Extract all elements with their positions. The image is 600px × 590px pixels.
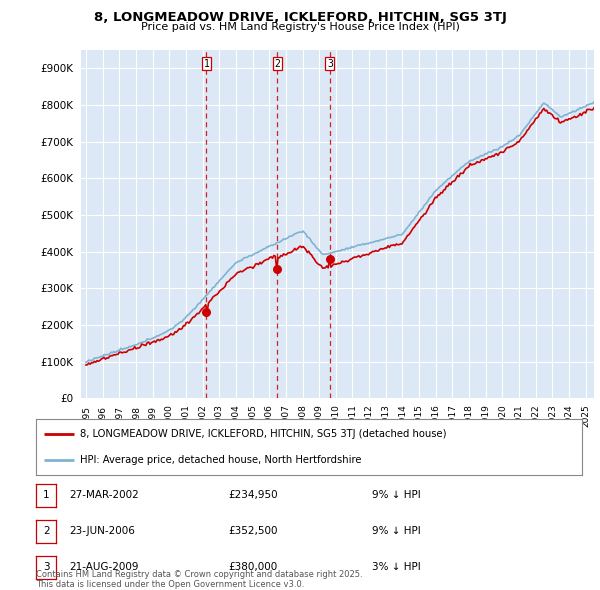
Text: 27-MAR-2002: 27-MAR-2002 (69, 490, 139, 500)
Point (272, 264, 282, 274)
Text: 2: 2 (274, 59, 280, 69)
Point (202, 307, 211, 317)
Text: 8, LONGMEADOW DRIVE, ICKLEFORD, HITCHIN, SG5 3TJ: 8, LONGMEADOW DRIVE, ICKLEFORD, HITCHIN,… (94, 11, 506, 24)
Text: 8, LONGMEADOW DRIVE, ICKLEFORD, HITCHIN, SG5 3TJ (detached house): 8, LONGMEADOW DRIVE, ICKLEFORD, HITCHIN,… (80, 429, 446, 439)
Point (325, 254, 335, 264)
Text: 3% ↓ HPI: 3% ↓ HPI (372, 562, 421, 572)
Text: HPI: Average price, detached house, North Hertfordshire: HPI: Average price, detached house, Nort… (80, 455, 361, 465)
Text: Price paid vs. HM Land Registry's House Price Index (HPI): Price paid vs. HM Land Registry's House … (140, 22, 460, 32)
Text: £380,000: £380,000 (228, 562, 277, 572)
Text: 21-AUG-2009: 21-AUG-2009 (69, 562, 139, 572)
Text: 1: 1 (43, 490, 50, 500)
Text: 3: 3 (43, 562, 50, 572)
Text: £234,950: £234,950 (228, 490, 278, 500)
Text: 1: 1 (203, 59, 209, 69)
Text: 23-JUN-2006: 23-JUN-2006 (69, 526, 135, 536)
Text: 9% ↓ HPI: 9% ↓ HPI (372, 526, 421, 536)
Text: Contains HM Land Registry data © Crown copyright and database right 2025.
This d: Contains HM Land Registry data © Crown c… (36, 570, 362, 589)
Text: 2: 2 (43, 526, 50, 536)
Text: 9% ↓ HPI: 9% ↓ HPI (372, 490, 421, 500)
Text: £352,500: £352,500 (228, 526, 277, 536)
Text: 3: 3 (327, 59, 333, 69)
